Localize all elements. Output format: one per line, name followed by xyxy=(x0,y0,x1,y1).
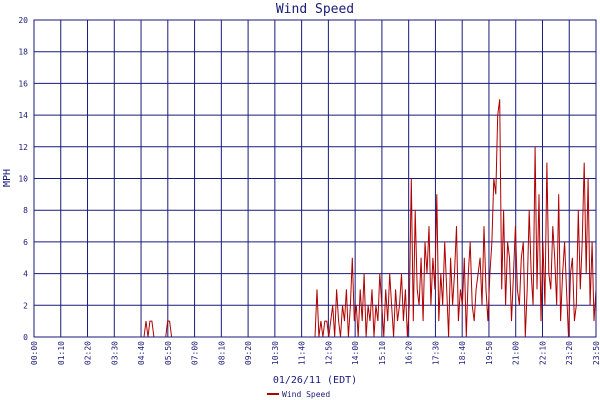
y-tick-label: 12 xyxy=(18,143,28,152)
y-tick-label: 8 xyxy=(23,206,28,215)
series-line-wind-speed xyxy=(34,99,597,338)
y-tick-label: 4 xyxy=(23,270,28,279)
x-tick-label: 22:10 xyxy=(538,341,547,365)
chart-title: Wind Speed xyxy=(276,2,354,17)
y-tick-label: 14 xyxy=(18,111,28,120)
x-tick-label: 08:10 xyxy=(217,341,226,365)
x-tick-label: 21:00 xyxy=(512,341,521,365)
x-tick-label: 02:20 xyxy=(84,341,93,365)
x-tick-label: 01:10 xyxy=(57,341,66,365)
x-axis-label: 01/26/11 (EDT) xyxy=(273,375,357,386)
x-tick-label: 10:30 xyxy=(271,341,280,365)
y-tick-label: 10 xyxy=(18,175,28,184)
x-tick-label: 03:30 xyxy=(110,341,119,365)
plot-frame xyxy=(33,19,597,338)
x-tick-label: 11:40 xyxy=(298,341,307,365)
x-tick-label: 00:00 xyxy=(30,341,39,365)
x-tick-label: 12:50 xyxy=(324,341,333,365)
y-tick-labels: 0 2 4 6 8 10 12 14 16 18 20 xyxy=(18,16,28,342)
x-tick-label: 15:10 xyxy=(378,341,387,365)
x-tick-label: 19:50 xyxy=(485,341,494,365)
y-tick-label: 2 xyxy=(23,301,28,310)
y-axis-label: MPH xyxy=(2,169,13,187)
x-tick-label: 18:40 xyxy=(458,341,467,365)
x-tick-labels: 00:00 01:10 02:20 03:30 04:40 05:50 07:00 08:10… xyxy=(30,341,600,365)
y-tick-label: 20 xyxy=(18,16,28,25)
y-tick-label: 18 xyxy=(18,48,28,57)
x-tick-label: 04:40 xyxy=(137,341,146,365)
chart-grid xyxy=(34,20,596,337)
x-tick-label: 17:30 xyxy=(431,341,440,365)
x-tick-label: 14:00 xyxy=(351,341,360,365)
legend-entry-wind-speed: Wind Speed xyxy=(282,390,330,399)
x-tick-label: 09:20 xyxy=(244,341,253,365)
y-tick-label: 16 xyxy=(18,79,28,88)
x-tick-label: 05:50 xyxy=(164,341,173,365)
y-tick-label: 6 xyxy=(23,238,28,247)
x-tick-label: 07:00 xyxy=(191,341,200,365)
x-tick-label: 23:20 xyxy=(565,341,574,365)
x-tick-label: 23:50 xyxy=(592,341,600,365)
y-tick-label: 0 xyxy=(23,333,28,342)
x-tick-label: 16:20 xyxy=(405,341,414,365)
